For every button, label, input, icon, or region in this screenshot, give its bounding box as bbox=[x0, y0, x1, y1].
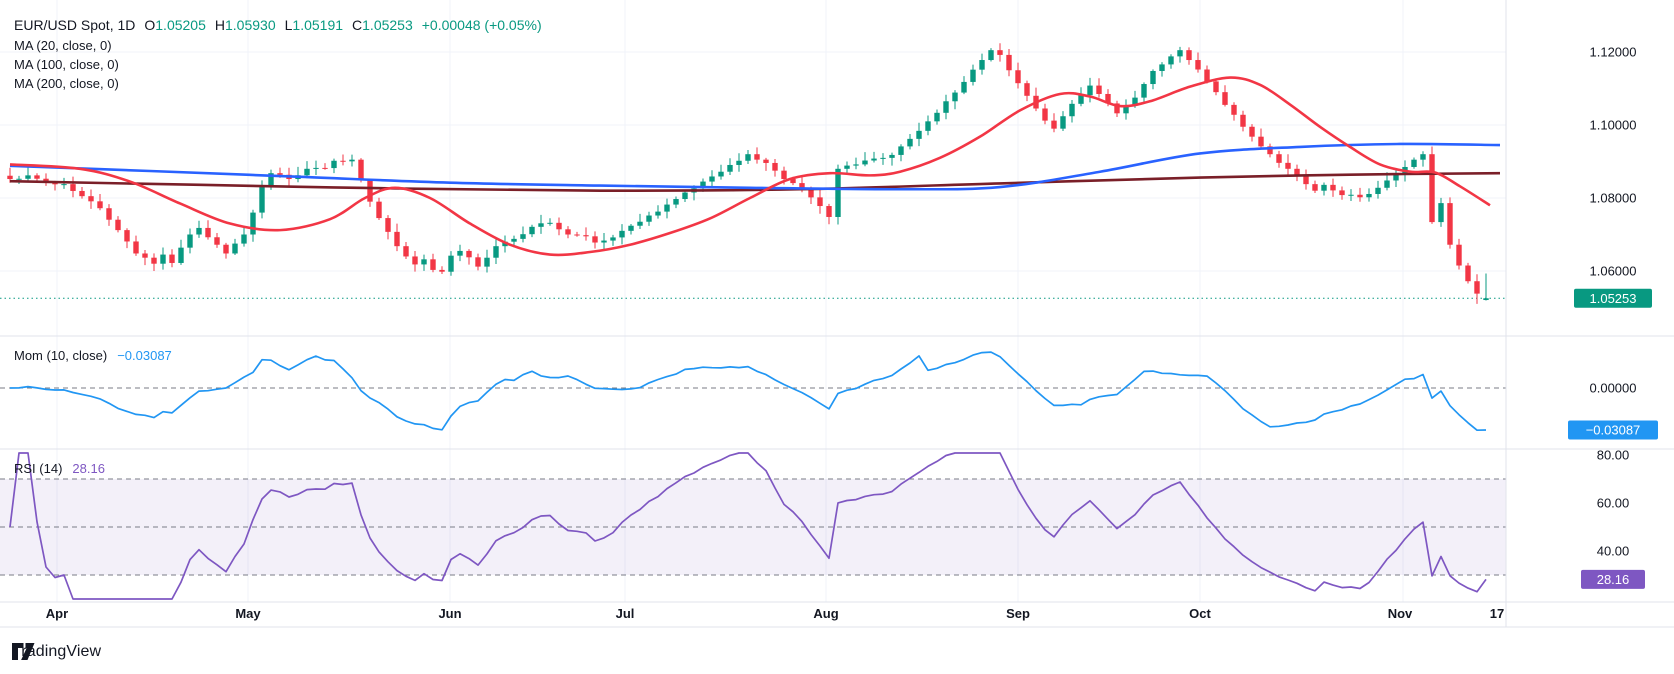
rsi-line bbox=[9, 452, 1487, 600]
tradingview-logo-text: TradingView bbox=[12, 643, 102, 660]
panel-separators bbox=[0, 0, 1674, 628]
momentum-value-badge: −0.03087 bbox=[1568, 420, 1658, 440]
change-value: +0.00048 (+0.05%) bbox=[421, 17, 542, 33]
time-tick-label: Nov bbox=[1388, 606, 1413, 621]
time-tick-label: Sep bbox=[1006, 606, 1030, 621]
momentum-legend-row[interactable]: Mom (10, close) −0.03087 bbox=[14, 348, 172, 363]
tradingview-logo[interactable]: TradingView bbox=[12, 643, 101, 661]
time-scale: Apr May Jun Jul Aug Sep Oct Nov 17 bbox=[46, 606, 1504, 621]
momentum-line bbox=[9, 351, 1487, 432]
time-tick-label: Apr bbox=[46, 606, 68, 621]
ohlc-high: H1.05930 bbox=[214, 17, 276, 33]
time-tick-label: Aug bbox=[813, 606, 838, 621]
ma20-legend-row[interactable]: MA (20, close, 0) bbox=[14, 36, 542, 55]
rsi-tick-label: 80.00 bbox=[1597, 448, 1630, 463]
time-tick-label: May bbox=[235, 606, 261, 621]
ma200-legend-row[interactable]: MA (200, close, 0) bbox=[14, 74, 542, 93]
ma20-label: MA (20, close, 0) bbox=[14, 38, 112, 53]
rsi-tick-label: 60.00 bbox=[1597, 496, 1630, 511]
ma100-legend-row[interactable]: MA (100, close, 0) bbox=[14, 55, 542, 74]
grid-lines bbox=[0, 0, 1506, 602]
rsi-legend-row[interactable]: RSI (14) 28.16 bbox=[14, 461, 105, 476]
tradingview-logo-icon bbox=[12, 643, 35, 660]
time-tick-label: 17 bbox=[1490, 606, 1504, 621]
rsi-value: 28.16 bbox=[72, 461, 105, 476]
ma200-label: MA (200, close, 0) bbox=[14, 76, 119, 91]
ohlc-close: C1.05253 bbox=[352, 17, 413, 33]
momentum-label: Mom (10, close) bbox=[14, 348, 108, 363]
momentum-value: −0.03087 bbox=[117, 348, 172, 363]
ohlc-open: O1.05205 bbox=[144, 17, 206, 33]
dashed-levels bbox=[0, 387, 1506, 576]
time-tick-label: Oct bbox=[1189, 606, 1211, 621]
time-tick-label: Jun bbox=[438, 606, 461, 621]
rsi-value-badge-text: 28.16 bbox=[1597, 572, 1630, 587]
price-tick-label: 1.08000 bbox=[1590, 191, 1637, 206]
rsi-tick-label: 40.00 bbox=[1597, 544, 1630, 559]
momentum-value-badge-text: −0.03087 bbox=[1586, 422, 1641, 437]
ma100-label: MA (100, close, 0) bbox=[14, 57, 119, 72]
price-scale: 1.12000 1.10000 1.08000 1.06000 0.00000 80.00… bbox=[1590, 45, 1637, 559]
price-tick-label: 1.06000 bbox=[1590, 264, 1637, 279]
symbol-legend-row[interactable]: EUR/USD Spot, 1D O1.05205 H1.05930 L1.05… bbox=[14, 14, 542, 36]
main-legend: EUR/USD Spot, 1D O1.05205 H1.05930 L1.05… bbox=[14, 14, 542, 93]
price-tick-label: 1.10000 bbox=[1590, 118, 1637, 133]
momentum-zero-label: 0.00000 bbox=[1590, 381, 1637, 396]
ma100-line bbox=[9, 142, 1501, 191]
ohlc-low: L1.05191 bbox=[284, 17, 344, 33]
rsi-value-badge: 28.16 bbox=[1581, 569, 1645, 589]
last-price-badge: 1.05253 bbox=[1574, 288, 1652, 308]
rsi-label: RSI (14) bbox=[14, 461, 63, 476]
symbol-title: EUR/USD Spot, 1D bbox=[14, 17, 136, 33]
price-tick-label: 1.12000 bbox=[1590, 45, 1637, 60]
last-price-badge-text: 1.05253 bbox=[1590, 291, 1637, 306]
ma20-line bbox=[9, 76, 1491, 257]
time-tick-label: Jul bbox=[616, 606, 635, 621]
